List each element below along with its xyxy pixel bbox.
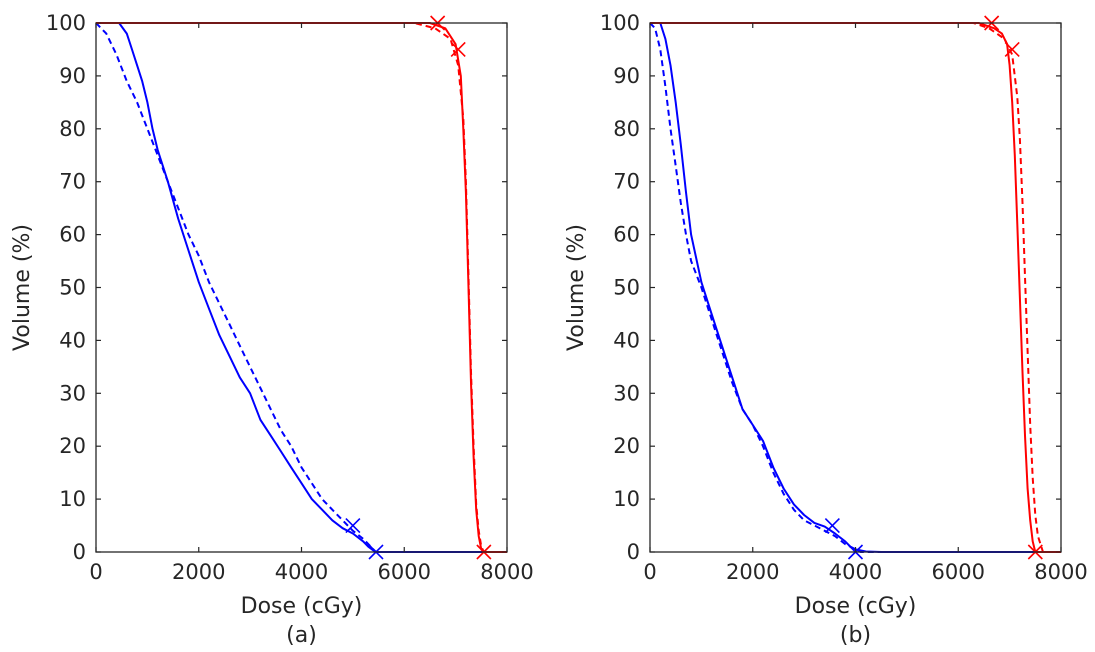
y-tick-label: 50 xyxy=(613,276,640,300)
series-line-blue-dashed xyxy=(96,22,507,553)
x-tick-label: 0 xyxy=(89,560,102,584)
y-tick-label: 90 xyxy=(613,64,640,88)
y-tick-label: 100 xyxy=(600,11,640,35)
x-tick-label: 2000 xyxy=(726,560,779,584)
x-tick-label: 0 xyxy=(643,560,656,584)
series-group xyxy=(96,22,507,553)
series-line-blue-solid xyxy=(650,22,1061,553)
x-marker-blue xyxy=(345,517,361,534)
y-tick-label: 0 xyxy=(73,540,86,564)
plot-frame xyxy=(649,22,1062,553)
y-tick-label: 0 xyxy=(627,540,640,564)
y-tick-label: 10 xyxy=(613,487,640,511)
y-tick-label: 40 xyxy=(613,328,640,352)
x-axis-label: Dose (cGy) xyxy=(241,594,363,619)
y-tick-label: 100 xyxy=(46,11,86,35)
y-tick-label: 70 xyxy=(59,170,86,194)
plot-frame xyxy=(95,22,508,553)
x-axis-label: Dose (cGy) xyxy=(795,594,917,619)
x-marker-red xyxy=(1004,41,1020,58)
y-axis-label: Volume (%) xyxy=(564,224,589,351)
series-line-red-dashed xyxy=(96,22,507,553)
y-tick-label: 70 xyxy=(613,170,640,194)
y-tick-label: 20 xyxy=(613,434,640,458)
y-tick-label: 10 xyxy=(59,487,86,511)
y-tick-label: 30 xyxy=(59,381,86,405)
chart-panel-b: 0 2000 4000 6000 8000 0 10 20 30 40 50 60 70 80 90 100 D… xyxy=(564,11,1088,648)
chart-panel-a: 0 2000 4000 6000 8000 0 10 20 30 40 50 60 70 80 90 100 D… xyxy=(10,11,534,648)
y-axis-label: Volume (%) xyxy=(10,224,35,351)
panel-label: (a) xyxy=(286,623,317,648)
y-tick-label: 30 xyxy=(613,381,640,405)
x-tick-label: 2000 xyxy=(172,560,225,584)
series-line-blue-solid xyxy=(96,22,507,553)
x-tick-label: 4000 xyxy=(275,560,328,584)
series-line-red-solid xyxy=(96,22,507,553)
y-tick-label: 90 xyxy=(59,64,86,88)
series-line-blue-dashed xyxy=(650,22,1061,553)
y-tick-label: 50 xyxy=(59,276,86,300)
x-tick-label: 6000 xyxy=(932,560,985,584)
series-line-red-dashed xyxy=(650,22,1061,553)
y-tick-label: 60 xyxy=(59,223,86,247)
series-group xyxy=(650,22,1061,553)
x-tick-label: 8000 xyxy=(1034,560,1087,584)
x-marker-blue xyxy=(824,517,840,534)
series-line-red-solid xyxy=(650,22,1061,553)
y-tick-label: 40 xyxy=(59,328,86,352)
y-tick-label: 60 xyxy=(613,223,640,247)
x-marker-red xyxy=(450,41,466,58)
y-tick-label: 80 xyxy=(613,117,640,141)
y-tick-label: 80 xyxy=(59,117,86,141)
x-tick-label: 4000 xyxy=(829,560,882,584)
y-tick-label: 20 xyxy=(59,434,86,458)
x-tick-label: 8000 xyxy=(480,560,533,584)
x-tick-label: 6000 xyxy=(378,560,431,584)
panel-label: (b) xyxy=(840,623,871,648)
